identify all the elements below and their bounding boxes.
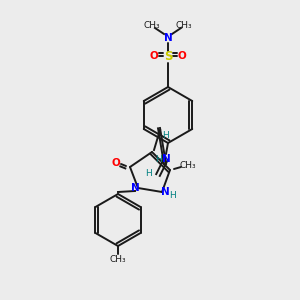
Text: H: H xyxy=(169,190,176,200)
Text: N: N xyxy=(164,33,172,43)
Text: CH₃: CH₃ xyxy=(144,22,160,31)
Text: S: S xyxy=(164,50,172,62)
Text: H: H xyxy=(145,169,152,178)
Text: O: O xyxy=(178,51,186,61)
Text: N: N xyxy=(130,183,140,193)
Text: H: H xyxy=(162,131,169,140)
Text: H: H xyxy=(154,154,161,164)
Text: N: N xyxy=(162,154,170,164)
Text: CH₃: CH₃ xyxy=(110,256,126,265)
Text: O: O xyxy=(112,158,120,168)
Text: O: O xyxy=(150,51,158,61)
Text: N: N xyxy=(160,187,169,197)
Text: CH₃: CH₃ xyxy=(180,161,196,170)
Text: CH₃: CH₃ xyxy=(176,22,192,31)
